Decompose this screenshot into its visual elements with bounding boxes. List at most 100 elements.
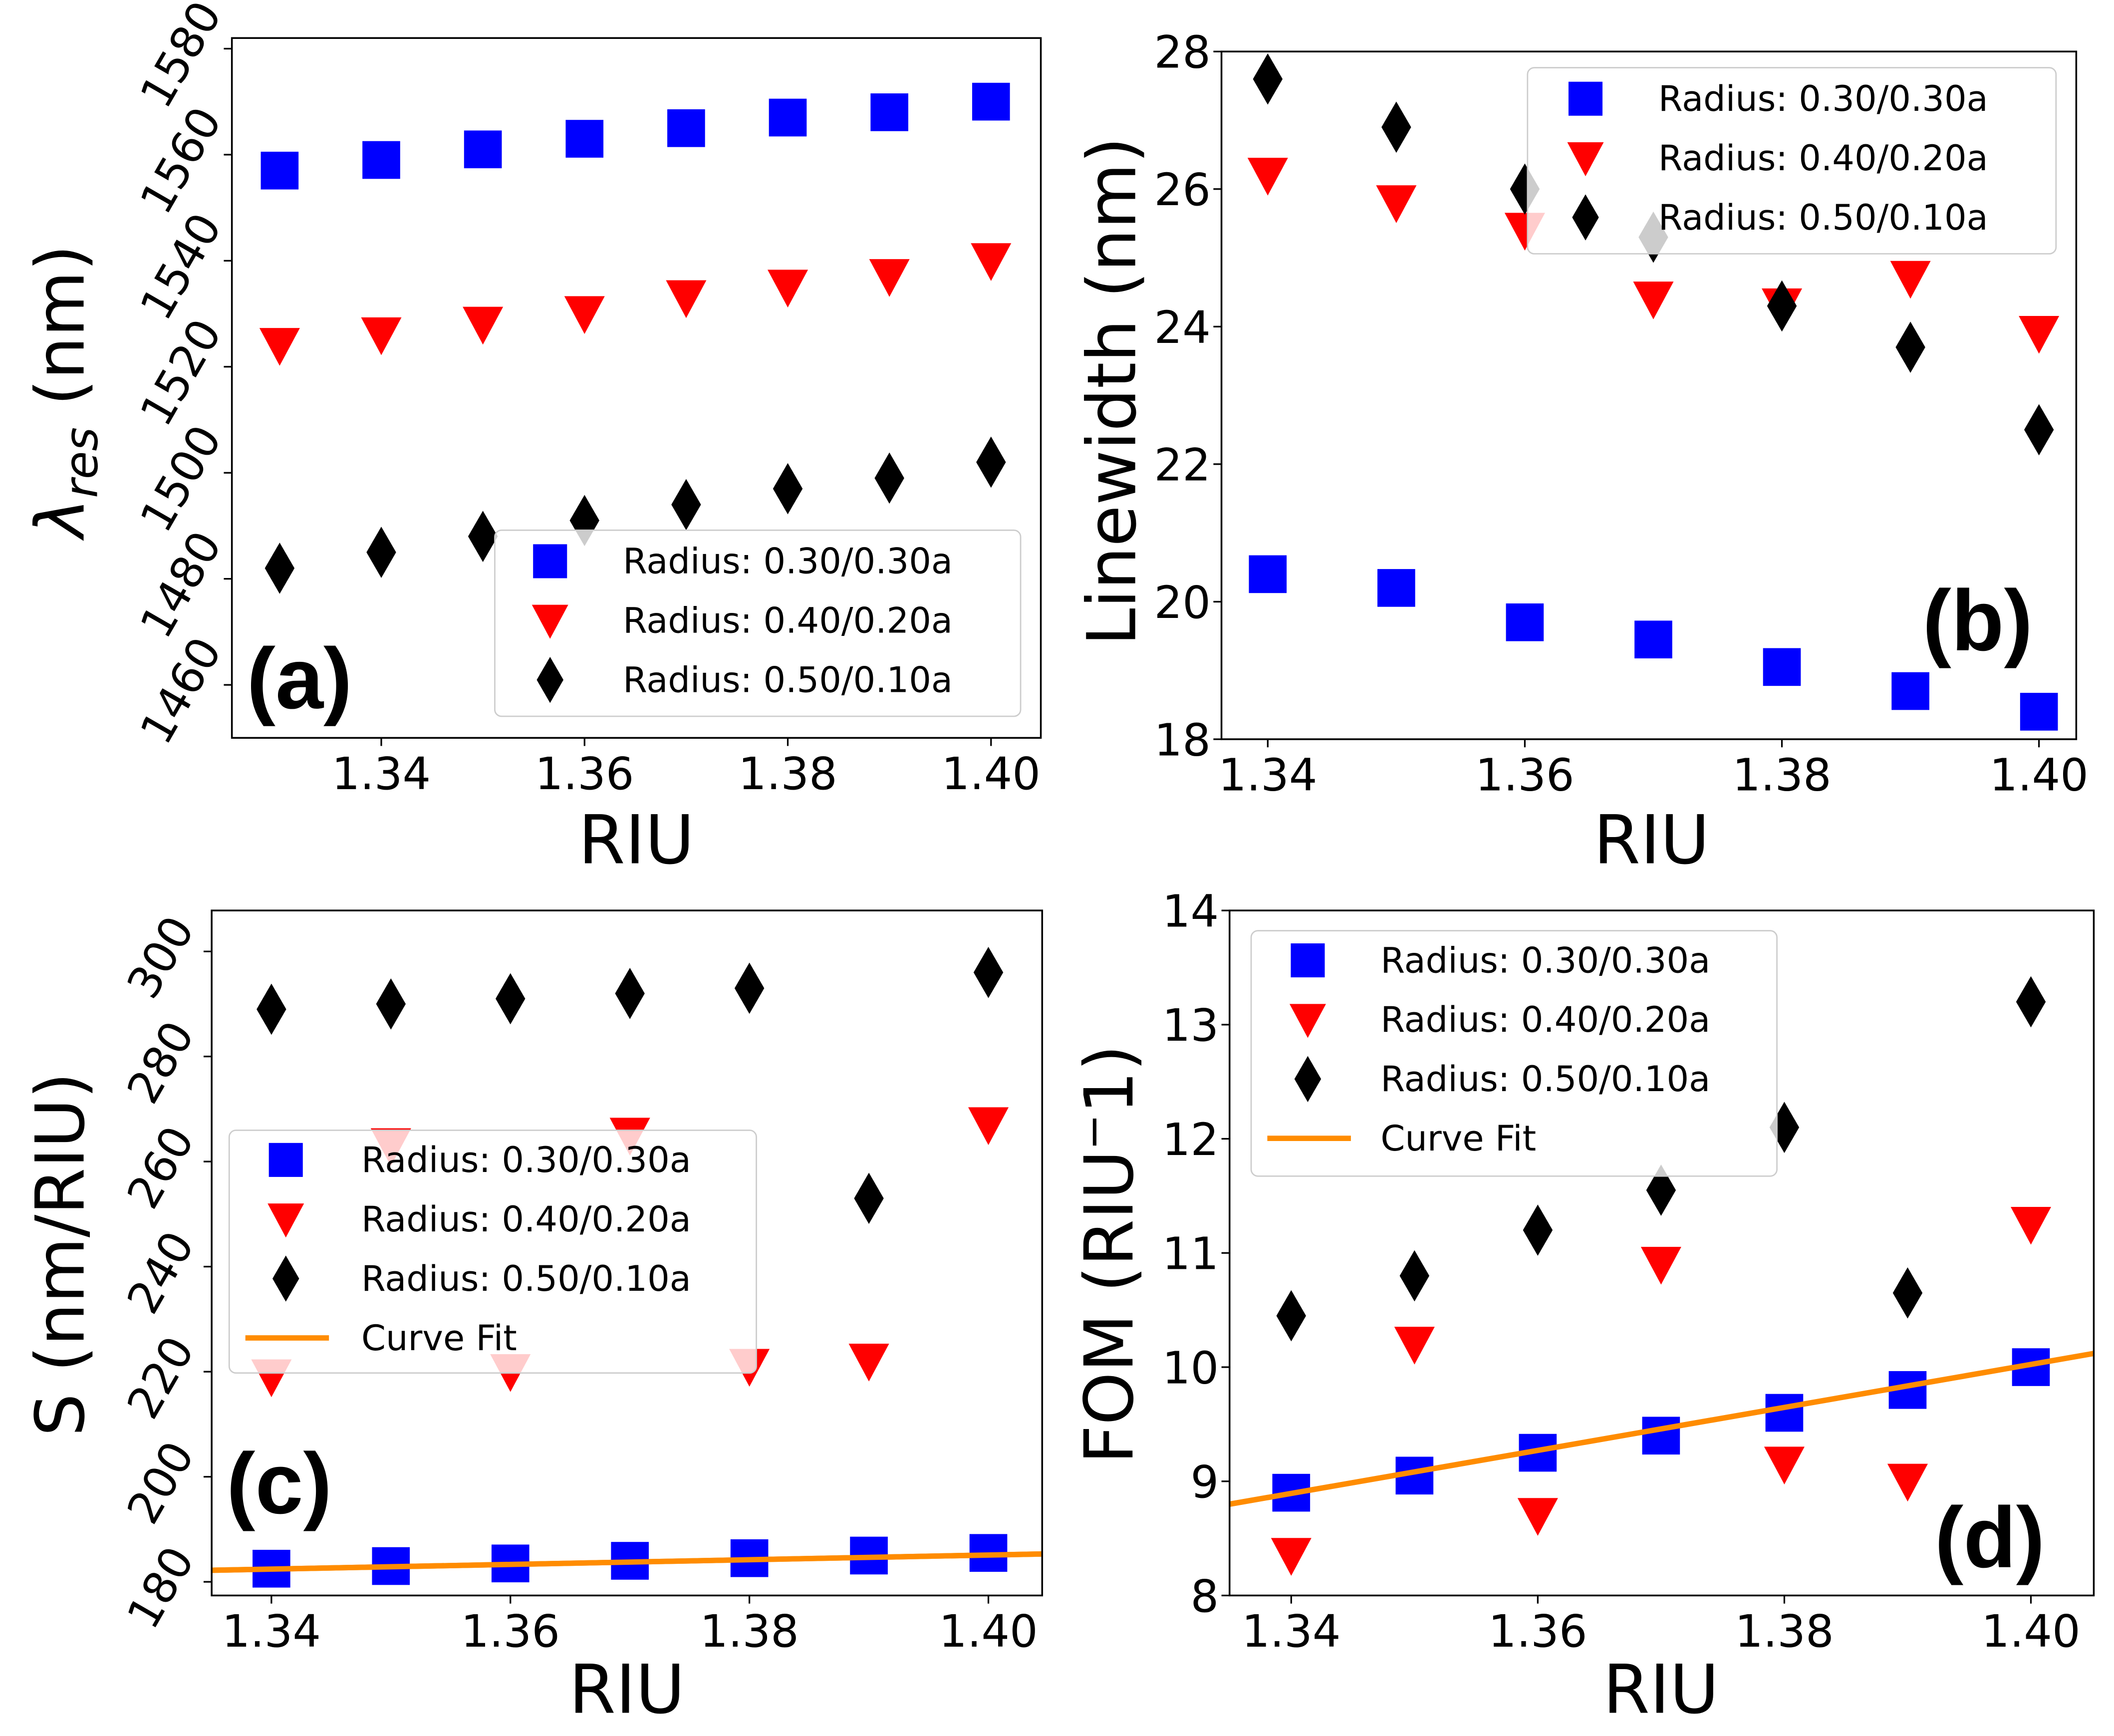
- legend-label: Radius: 0.30/0.30a: [361, 1140, 691, 1180]
- x-axis-label: RIU: [1593, 801, 1710, 879]
- chart-panel-a: 1.34 1.36 1.38 1.40 146014801500152015401560…: [21, 0, 1042, 879]
- legend-label: Radius: 0.50/0.10a: [361, 1258, 691, 1299]
- data-point-diamond: [366, 527, 396, 578]
- y-tick-label: 1520: [130, 311, 232, 435]
- panel-label: (c): [227, 1435, 332, 1532]
- data-point-square: [1891, 672, 1929, 710]
- y-tick-label: 24: [1154, 302, 1211, 354]
- y-axis-label: λres (nm): [21, 245, 108, 541]
- x-tick-label: 1.38: [1732, 750, 1831, 802]
- y-tick-label: 13: [1162, 1000, 1219, 1052]
- legend-marker-triangle-down: [531, 604, 568, 639]
- data-point-diamond: [1399, 1250, 1430, 1302]
- x-tick-label: 1.36: [535, 748, 634, 800]
- x-tick-label: 1.38: [700, 1606, 798, 1658]
- legend: Radius: 0.30/0.30a Radius: 0.40/0.20a Radi…: [494, 529, 1022, 717]
- legend: Radius: 0.30/0.30a Radius: 0.40/0.20a Radi…: [1250, 930, 1778, 1177]
- data-point-triangle-down: [1376, 185, 1417, 223]
- x-tick-label: 1.34: [332, 748, 431, 800]
- x-tick-label: 1.34: [1218, 750, 1317, 802]
- x-tick-label: 1.36: [1475, 750, 1574, 802]
- data-point-triangle-down: [1887, 1463, 1928, 1502]
- y-tick-label: 260: [117, 1118, 205, 1217]
- data-point-square: [565, 120, 604, 158]
- x-tick-label: 1.40: [939, 1606, 1038, 1658]
- legend-label: Curve Fit: [361, 1318, 517, 1359]
- y-tick-label: 280: [117, 1013, 205, 1112]
- data-point-diamond: [496, 973, 526, 1025]
- data-point-diamond: [973, 946, 1004, 998]
- panel-label: (a): [247, 630, 352, 727]
- x-axis-label: RIU: [569, 1651, 685, 1729]
- legend-label: Radius: 0.30/0.30a: [623, 541, 953, 582]
- data-point-diamond: [1523, 1204, 1553, 1256]
- data-point-diamond: [2016, 976, 2046, 1028]
- y-tick-label: 26: [1154, 164, 1211, 216]
- panel-label: (b): [1922, 572, 2033, 669]
- data-point-diamond: [1767, 280, 1797, 332]
- legend-label: Radius: 0.50/0.10a: [623, 659, 953, 700]
- data-point-square: [362, 141, 400, 179]
- data-point-triangle-down: [869, 259, 910, 297]
- legend-frame: [1250, 930, 1778, 1177]
- data-point-triangle-down: [1394, 1327, 1435, 1365]
- x-tick-label: 1.36: [461, 1606, 560, 1658]
- legend-label: Radius: 0.50/0.10a: [1380, 1059, 1710, 1100]
- plot-area: [1229, 976, 2094, 1576]
- legend-label: Radius: 0.50/0.10a: [1658, 197, 1988, 238]
- data-point-diamond: [874, 452, 904, 504]
- y-axis-label-tail: 1): [1070, 1045, 1148, 1114]
- y-tick-label: 240: [117, 1223, 205, 1322]
- legend-marker-square: [268, 1143, 303, 1177]
- y-axis-label-sub: res: [55, 427, 108, 498]
- legend-marker-triangle-down: [267, 1203, 304, 1238]
- y-tick-label: 9: [1190, 1456, 1219, 1508]
- y-axis-label-main: S (nm/RIU): [21, 1072, 99, 1436]
- y-axis-label-main: λ: [21, 498, 99, 541]
- x-tick-label: 1.38: [1735, 1606, 1834, 1658]
- data-point-diamond: [734, 962, 765, 1014]
- legend-label: Curve Fit: [1380, 1118, 1536, 1159]
- data-point-square: [1506, 603, 1544, 641]
- data-point-triangle-down: [666, 280, 707, 318]
- y-tick-label: 180: [117, 1538, 205, 1637]
- y-tick-label: 11: [1162, 1228, 1219, 1280]
- x-axis-label: RIU: [578, 801, 695, 879]
- data-point-diamond: [854, 1172, 884, 1224]
- axes-frame: [1220, 50, 2078, 740]
- legend-label: Radius: 0.40/0.20a: [623, 600, 953, 641]
- y-tick-label: 1500: [130, 417, 232, 541]
- data-point-square: [2020, 693, 2058, 731]
- x-tick-label: 1.34: [222, 1606, 321, 1658]
- legend: Radius: 0.30/0.30a Radius: 0.40/0.20a Radi…: [1527, 67, 2057, 255]
- y-axis-label-tail: (nm): [21, 245, 99, 427]
- chart-panel-d: 1.34 1.36 1.38 1.40 8 9 10 11 12 13 14 Radius: 0.30…: [1069, 886, 2095, 1729]
- data-point-triangle-down: [1247, 158, 1288, 196]
- axes-frame: [231, 37, 1042, 739]
- data-point-triangle-down: [1890, 261, 1931, 299]
- y-axis-label: S (nm/RIU): [21, 1072, 99, 1436]
- data-point-diamond: [976, 436, 1006, 488]
- data-point-diamond: [773, 463, 803, 515]
- data-point-diamond: [1381, 101, 1411, 153]
- y-tick-label: 8: [1190, 1571, 1219, 1623]
- data-point-square: [261, 151, 299, 190]
- legend-label: Radius: 0.40/0.20a: [361, 1199, 691, 1240]
- data-point-diamond: [468, 511, 498, 562]
- data-point-diamond: [2024, 404, 2054, 456]
- data-point-square: [870, 93, 908, 131]
- panel-label: (d): [1935, 1489, 2045, 1586]
- legend-marker-triangle-down: [1290, 1004, 1326, 1038]
- data-point-diamond: [1892, 1267, 1923, 1319]
- y-tick-label: 1560: [130, 99, 232, 223]
- data-point-triangle-down: [1271, 1538, 1312, 1576]
- data-point-diamond: [671, 479, 701, 531]
- legend-marker-diamond: [1572, 194, 1599, 241]
- data-point-diamond: [376, 978, 406, 1030]
- data-point-square: [1765, 1394, 1804, 1432]
- data-point-triangle-down: [968, 1107, 1009, 1146]
- legend-marker-square: [533, 544, 567, 579]
- data-point-square: [972, 82, 1010, 121]
- legend-frame: [494, 529, 1022, 717]
- x-tick-label: 1.36: [1488, 1606, 1587, 1658]
